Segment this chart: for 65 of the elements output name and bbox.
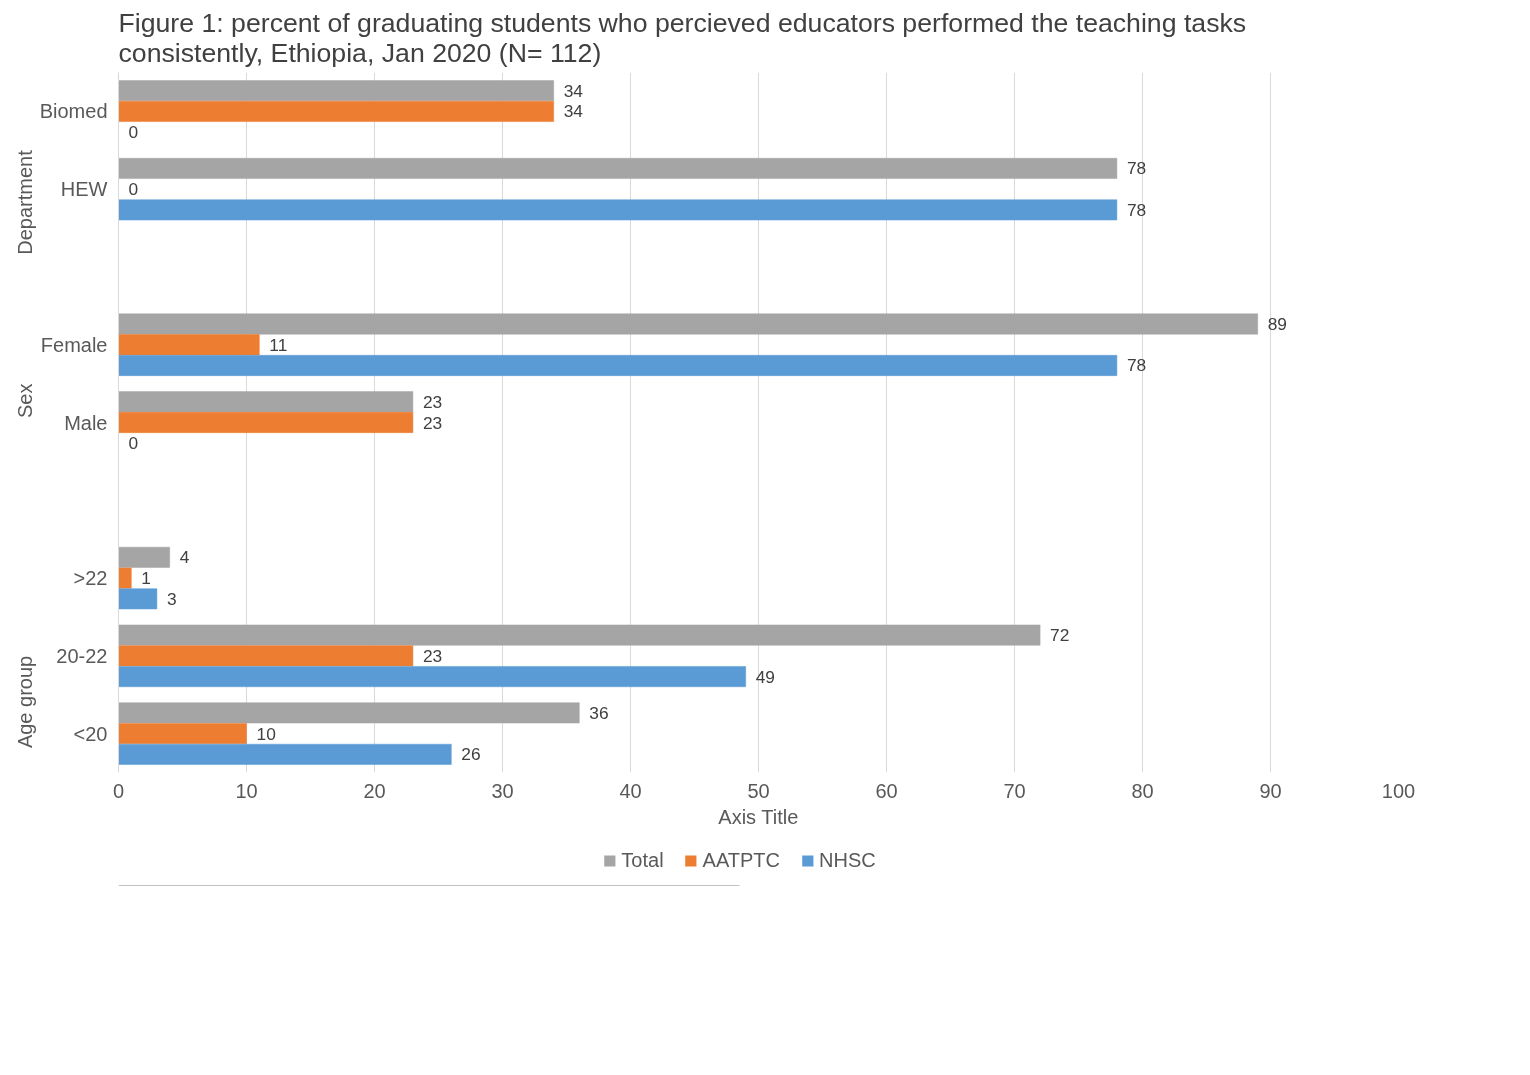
x-tick-label: 100 xyxy=(1381,779,1416,802)
data-label: 10 xyxy=(256,723,276,744)
x-tick-label: 10 xyxy=(235,779,258,802)
data-label: 23 xyxy=(422,391,443,412)
data-label: 1 xyxy=(141,568,151,589)
data-label: 0 xyxy=(128,433,139,454)
data-label: 72 xyxy=(1050,625,1070,646)
bar xyxy=(118,743,452,765)
data-label: 78 xyxy=(1126,199,1147,220)
data-label: 11 xyxy=(269,334,288,355)
legend-label: Total xyxy=(621,848,664,872)
bar xyxy=(118,158,1118,179)
data-label: 3 xyxy=(166,588,177,609)
data-label: 36 xyxy=(589,702,609,723)
bar xyxy=(118,546,170,568)
x-tick-label: 60 xyxy=(875,779,898,802)
x-tick-label: 0 xyxy=(112,779,125,802)
bar xyxy=(118,624,1041,646)
y-tick-label: >22 xyxy=(73,567,108,590)
y-tick-label: Biomed xyxy=(39,100,108,123)
y-tick-label: <20 xyxy=(73,722,108,745)
x-tick-label: 80 xyxy=(1131,779,1154,802)
chart-title: Figure 1: percent of graduating students who percieved educators performed the teaching tasks consistently, Ethiopia, Jan 2020 (N= 112) xyxy=(118,7,1247,68)
x-tick-label: 50 xyxy=(747,779,770,802)
bar xyxy=(118,355,1118,376)
x-tick-label: 30 xyxy=(491,779,514,802)
data-label: 23 xyxy=(422,645,443,666)
data-label: 78 xyxy=(1126,158,1147,179)
bar xyxy=(118,412,414,433)
bar xyxy=(118,199,1118,221)
data-label: 26 xyxy=(461,744,481,765)
x-tick-label: 40 xyxy=(619,779,642,802)
x-tick-label: 90 xyxy=(1259,779,1282,802)
legend-label: AATPTC xyxy=(702,848,780,872)
y-tick-label: Male xyxy=(64,411,108,434)
data-label: 78 xyxy=(1126,355,1147,376)
text: Age group xyxy=(14,655,37,749)
bar xyxy=(118,334,260,356)
y-tick-label: 20-22 xyxy=(56,644,108,667)
data-label: 4 xyxy=(179,547,190,568)
bar xyxy=(118,666,746,687)
x-axis-title: Axis Title xyxy=(718,805,799,828)
bar xyxy=(118,100,554,122)
data-label: 49 xyxy=(755,666,775,687)
x-tick-label: 70 xyxy=(1003,779,1026,802)
bar xyxy=(118,723,247,745)
bar xyxy=(118,567,132,589)
bar xyxy=(118,391,414,413)
legend-label: NHSC xyxy=(819,848,876,872)
y-tick-label: Female xyxy=(40,333,108,356)
bar xyxy=(118,80,554,102)
bar xyxy=(118,313,1258,335)
bar xyxy=(118,645,414,667)
text: Sex xyxy=(14,383,37,419)
x-tick-label: 20 xyxy=(363,779,386,802)
data-label: 34 xyxy=(563,101,584,122)
text: Department xyxy=(14,149,37,255)
bar xyxy=(118,588,158,610)
y-tick-label: HEW xyxy=(60,178,108,201)
data-label: 23 xyxy=(422,412,443,433)
data-label: 0 xyxy=(128,179,139,200)
bar xyxy=(118,702,580,724)
data-label: 89 xyxy=(1267,313,1287,334)
data-label: 0 xyxy=(128,122,139,143)
data-label: 34 xyxy=(563,80,584,101)
